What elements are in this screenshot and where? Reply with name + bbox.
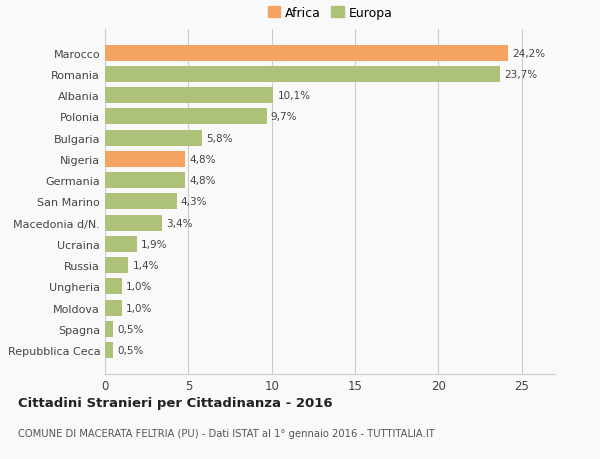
Bar xyxy=(105,342,113,358)
Bar xyxy=(105,215,161,231)
Bar xyxy=(105,236,137,252)
Text: 4,8%: 4,8% xyxy=(189,155,215,164)
Text: 4,3%: 4,3% xyxy=(181,197,208,207)
Legend: Africa, Europa: Africa, Europa xyxy=(263,2,397,25)
Bar xyxy=(105,194,176,210)
Bar xyxy=(105,173,185,189)
Text: 1,9%: 1,9% xyxy=(141,240,167,249)
Text: 0,5%: 0,5% xyxy=(118,324,144,334)
Text: 1,4%: 1,4% xyxy=(133,261,159,271)
Bar xyxy=(105,67,500,83)
Text: 4,8%: 4,8% xyxy=(189,176,215,186)
Text: 10,1%: 10,1% xyxy=(277,91,311,101)
Bar xyxy=(105,279,122,295)
Text: 3,4%: 3,4% xyxy=(166,218,193,228)
Text: 9,7%: 9,7% xyxy=(271,112,298,122)
Bar xyxy=(105,88,274,104)
Text: COMUNE DI MACERATA FELTRIA (PU) - Dati ISTAT al 1° gennaio 2016 - TUTTITALIA.IT: COMUNE DI MACERATA FELTRIA (PU) - Dati I… xyxy=(18,428,435,438)
Text: Cittadini Stranieri per Cittadinanza - 2016: Cittadini Stranieri per Cittadinanza - 2… xyxy=(18,396,332,409)
Bar xyxy=(105,109,266,125)
Text: 1,0%: 1,0% xyxy=(126,303,152,313)
Bar xyxy=(105,300,122,316)
Bar xyxy=(105,257,128,274)
Bar xyxy=(105,151,185,168)
Text: 5,8%: 5,8% xyxy=(206,133,232,143)
Bar xyxy=(105,321,113,337)
Text: 23,7%: 23,7% xyxy=(504,70,537,80)
Text: 1,0%: 1,0% xyxy=(126,282,152,292)
Bar xyxy=(105,130,202,146)
Bar xyxy=(105,45,508,62)
Text: 0,5%: 0,5% xyxy=(118,346,144,355)
Text: 24,2%: 24,2% xyxy=(512,49,545,58)
